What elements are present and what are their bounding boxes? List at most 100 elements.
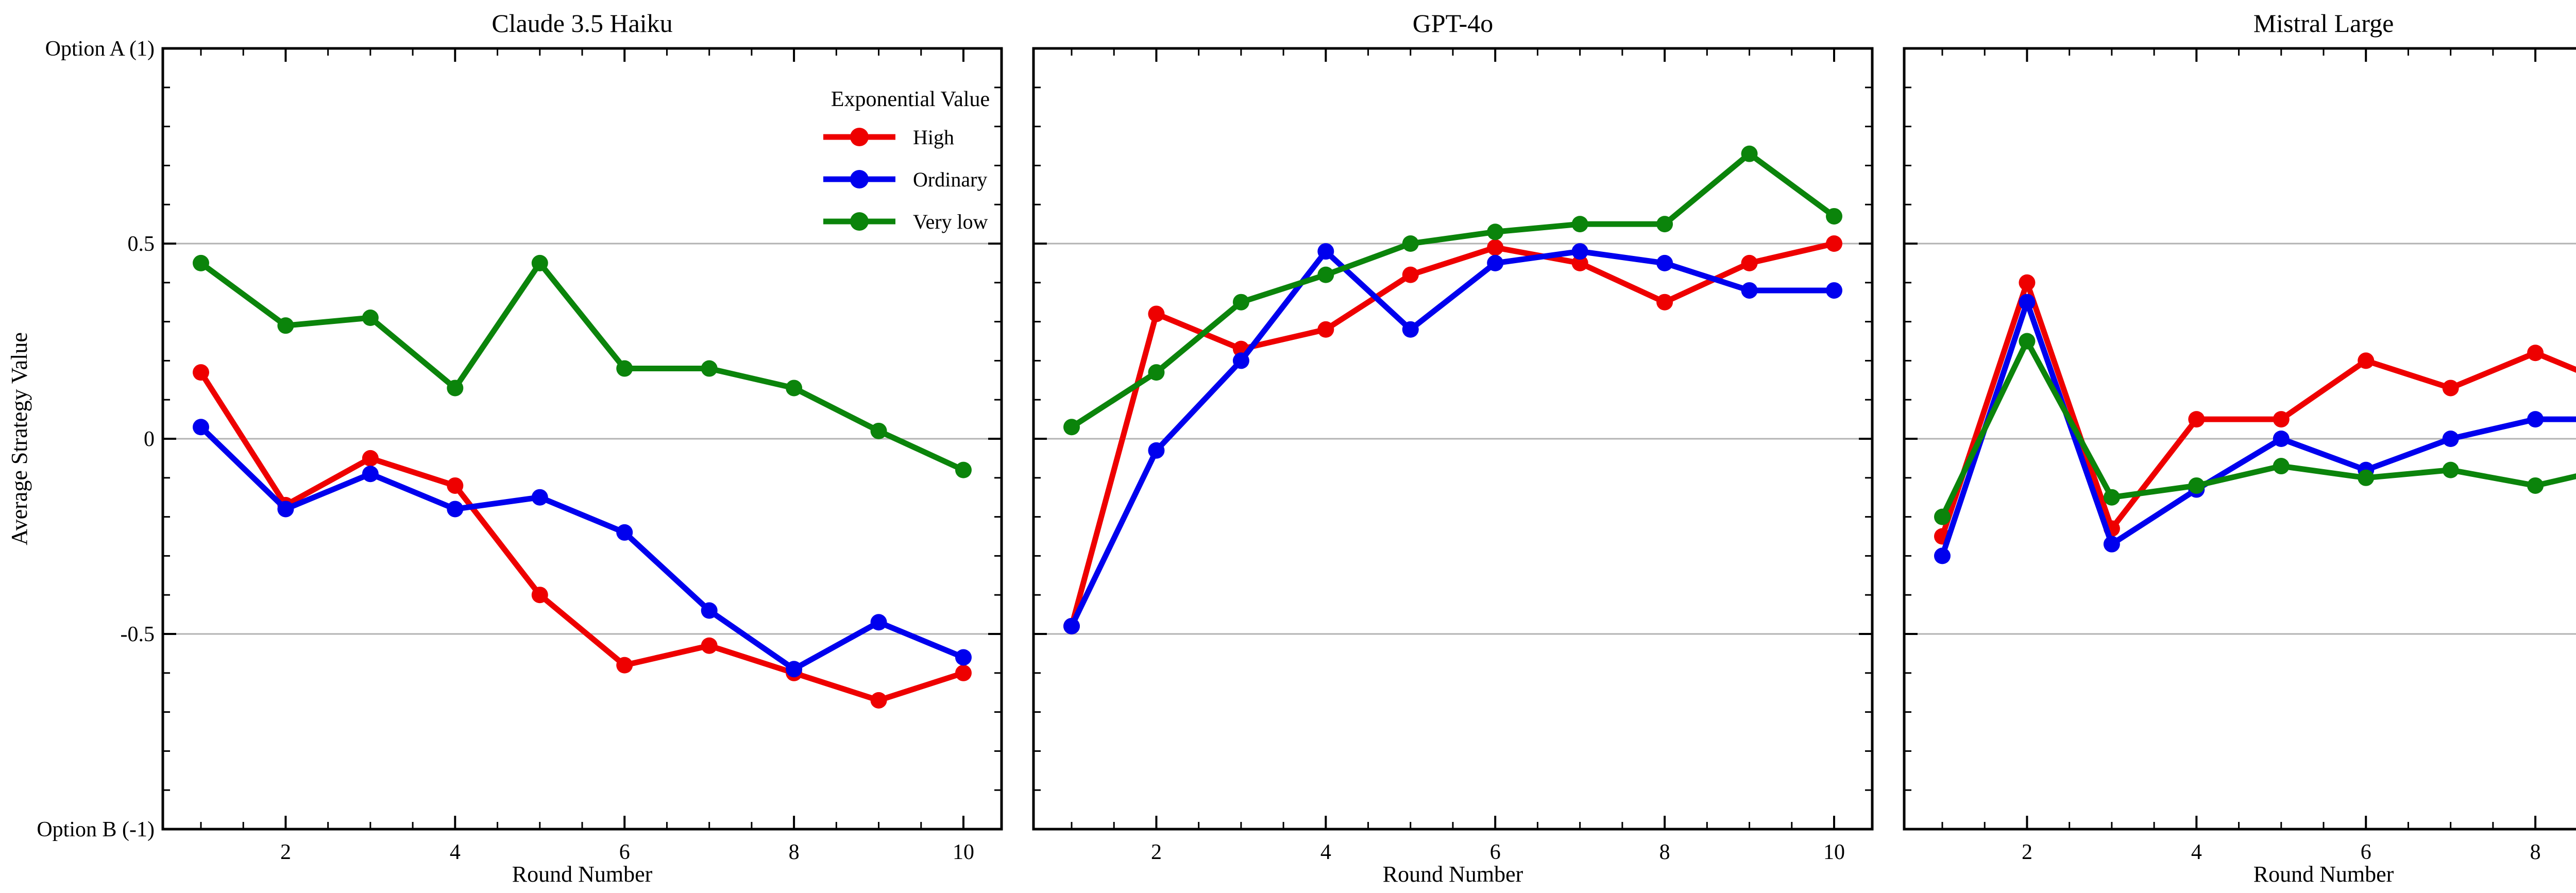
x-axis-label: Round Number [512,862,653,887]
data-point [362,450,379,467]
y-tick-label-option-a: Option A (1) [45,37,155,61]
x-tick-label: 2 [2022,840,2032,864]
data-point [193,254,209,271]
data-point [1317,321,1334,338]
data-point [1148,442,1165,459]
legend-label-ordinary: Ordinary [913,168,987,191]
panel-claude-3-5-haiku: 2 4 6 8 10 [161,47,1003,864]
data-point [1741,145,1758,162]
data-point [2527,411,2544,428]
data-point [701,602,718,619]
x-tick-label: 8 [2530,840,2541,864]
data-point [2019,294,2036,311]
data-point [1402,266,1419,283]
legend-marker-ordinary [850,170,869,188]
y-axis-label: Average Strategy Value [7,332,32,545]
y-tick-label-neg05: -0.5 [121,623,155,646]
series-line-high [1069,241,1837,629]
data-point [531,489,548,506]
x-axis-label: Round Number [1383,862,1523,887]
data-point [955,649,972,666]
data-point [955,664,972,681]
data-point [2019,333,2036,350]
data-point [1487,254,1504,271]
data-point [870,422,887,439]
data-point [616,360,633,377]
x-tick-label: 6 [2361,840,2371,864]
data-point [2358,352,2375,369]
data-point [2273,431,2290,447]
data-point [2527,345,2544,362]
x-tick-label: 6 [619,840,630,864]
data-point [1656,216,1673,233]
legend-marker-very-low [850,212,869,231]
data-point [2358,469,2375,486]
data-point [870,614,887,631]
data-point [1232,294,1249,311]
data-point [1741,254,1758,271]
legend-label-high: High [913,126,954,149]
series-line-very-low [198,260,967,473]
data-point [701,360,718,377]
data-point [447,380,464,397]
data-point [786,661,803,678]
data-point [2188,477,2205,494]
x-tick-label: 10 [1823,840,1845,864]
data-point [277,317,294,334]
y-tick-label-option-b: Option B (-1) [37,818,155,842]
data-point [1487,224,1504,241]
x-tick-label: 4 [2191,840,2202,864]
series-line-high [1939,280,2576,539]
x-tick-label: 8 [1659,840,1670,864]
series-line-very-low [1939,338,2576,520]
x-tick-label: 8 [789,840,800,864]
data-point [1656,254,1673,271]
data-point [2103,489,2120,506]
data-point [1063,617,1080,634]
data-point [2273,458,2290,475]
series-line-ordinary [198,424,967,672]
data-point [786,380,803,397]
data-point [1826,235,1842,252]
legend-entry-very-low: Very low [823,210,988,233]
data-point [1148,364,1165,381]
data-point [1232,352,1249,369]
data-point [2442,380,2459,397]
data-point [870,692,887,709]
data-point [1148,305,1165,322]
series-line-high [198,369,967,703]
legend-entry-ordinary: Ordinary [823,168,987,191]
legend-label-very-low: Very low [913,210,988,233]
panel-title-claude: Claude 3.5 Haiku [492,9,672,38]
data-point [1826,208,1842,225]
data-point [1934,508,1951,525]
data-point [2273,411,2290,428]
x-tick-label: 10 [953,840,974,864]
data-point [2527,477,2544,494]
data-point [1826,282,1842,299]
x-tick-label: 6 [1490,840,1501,864]
data-point [277,501,294,518]
panel-gpt-4o: 2 4 6 8 10 [1032,47,1874,864]
data-point [1571,243,1588,260]
data-point [447,477,464,494]
x-tick-label: 2 [1151,840,1162,864]
series-line-very-low [1069,151,1837,430]
series-line-ordinary [1939,299,2576,559]
data-point [447,501,464,518]
y-tick-label-05: 0.5 [128,232,155,256]
data-point [1741,282,1758,299]
x-tick-label: 4 [1320,840,1331,864]
data-point [1317,243,1334,260]
data-point [531,254,548,271]
data-point [1317,266,1334,283]
y-tick-label-0: 0 [144,427,155,451]
data-point [2188,411,2205,428]
data-point [362,466,379,483]
data-point [616,524,633,541]
panel-title-gpt4o: GPT-4o [1413,9,1494,38]
data-point [2442,431,2459,447]
legend-entry-high: High [823,126,954,149]
data-point [1934,547,1951,564]
